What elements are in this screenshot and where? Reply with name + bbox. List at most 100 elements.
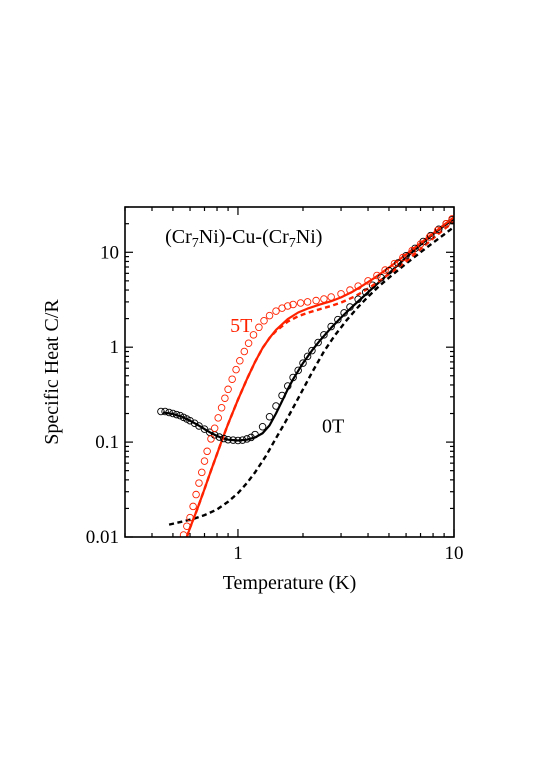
data-point-5t [255, 323, 263, 332]
data-point-5t [337, 290, 345, 298]
data-point-0t [303, 352, 312, 361]
data-point-0t [377, 273, 385, 282]
annotation-5t: 5T [230, 315, 252, 337]
data-point-0t [340, 309, 348, 317]
data-point-0t [190, 419, 199, 427]
data-point-0t [229, 436, 237, 444]
data-point-0t [243, 435, 251, 443]
data-point-5t [320, 295, 328, 303]
data-point-5t [433, 226, 442, 235]
data-point-5t [381, 266, 389, 274]
series-layer [157, 215, 454, 537]
data-point-0t [299, 359, 307, 367]
data-point-5t [265, 311, 274, 320]
data-point-5t [364, 277, 372, 285]
data-point-5t [224, 385, 232, 394]
data-point-5t [425, 233, 434, 241]
plot-frame [124, 206, 455, 538]
data-point-5t [260, 316, 268, 325]
data-point-5t [408, 246, 416, 255]
data-point-0t [426, 231, 435, 240]
data-point-0t [419, 237, 427, 246]
data-point-0t [368, 281, 377, 289]
data-point-5t [183, 522, 191, 530]
data-point-0t [354, 295, 362, 304]
data-point-0t [172, 410, 181, 419]
data-point-5t [448, 215, 454, 223]
x-tick-label: 10 [445, 543, 464, 564]
data-point-5t [442, 219, 450, 228]
data-point-0t [394, 259, 402, 267]
data-point-0t [327, 322, 335, 331]
data-point-5t [221, 394, 229, 402]
data-point-5t [272, 307, 280, 315]
data-point-5t [228, 375, 236, 383]
data-point-0t [278, 391, 286, 400]
data-point-0t [224, 435, 232, 444]
data-point-5t [203, 447, 211, 456]
data-point-0t [234, 436, 242, 445]
y-axis-label: Specific Heat C/R [41, 299, 63, 445]
data-point-5t [198, 468, 206, 477]
data-point-5t [346, 286, 354, 294]
data-point-5t [289, 300, 297, 309]
data-point-0t [157, 407, 165, 416]
data-point-0t [314, 338, 322, 347]
data-point-5t [244, 339, 253, 348]
data-point-5t [210, 424, 219, 432]
series-line-0t-model [168, 225, 454, 526]
y-tick-label: 1 [110, 337, 120, 358]
data-point-5t [416, 240, 425, 248]
data-point-0t [385, 266, 393, 275]
data-point-5t [249, 331, 258, 339]
data-point-5t [186, 513, 194, 522]
data-point-5t [373, 271, 381, 280]
data-point-5t [232, 365, 240, 374]
data-point-5t [207, 435, 215, 443]
tick-layer: 1 10 0.01 0.1 1 10 [86, 206, 464, 564]
series-line-5t-fit [185, 216, 454, 537]
data-point-0t [251, 430, 259, 439]
data-point-0t [215, 433, 224, 441]
data-point-0t [169, 409, 177, 418]
data-point-0t [238, 436, 247, 444]
data-point-5t [189, 502, 197, 511]
data-point-5t [240, 347, 249, 356]
data-point-0t [165, 408, 173, 417]
data-point-0t [161, 407, 169, 416]
data-point-0t [258, 423, 267, 431]
data-point-5t [354, 282, 362, 290]
x-axis-label: Temperature (K) [223, 572, 357, 594]
data-point-5t [217, 404, 226, 412]
series-line-5t-model [185, 220, 454, 537]
data-point-0t [308, 346, 316, 355]
y-tick-label: 10 [100, 242, 119, 263]
data-point-5t [284, 302, 292, 310]
data-point-0t [195, 422, 203, 430]
data-point-0t [186, 416, 194, 425]
data-point-5t [327, 293, 335, 301]
data-point-5t [214, 414, 222, 422]
data-point-0t [346, 303, 354, 311]
data-point-5t [303, 298, 312, 306]
data-point-0t [361, 288, 370, 296]
data-point-5t [192, 490, 200, 499]
data-point-5t [390, 259, 399, 268]
data-point-0t [294, 366, 302, 375]
data-point-0t [320, 331, 328, 339]
data-point-0t [284, 382, 292, 390]
data-point-5t [195, 479, 203, 487]
data-point-0t [334, 315, 342, 324]
data-point-5t [236, 356, 244, 365]
annotation-0t: 0T [322, 416, 344, 438]
data-point-5t [312, 296, 320, 305]
data-point-5t [399, 253, 407, 262]
annotation-sample-name: (Cr7Ni)-Cu-(Cr7Ni) [165, 226, 322, 251]
y-tick-label: 0.01 [86, 527, 119, 548]
y-tick-label: 0.1 [95, 432, 119, 453]
data-point-0t [435, 225, 443, 233]
annotation-layer: (Cr7Ni)-Cu-(Cr7Ni) 5T 0T [165, 226, 344, 437]
data-point-5t [200, 457, 209, 465]
data-point-5t [179, 531, 188, 537]
